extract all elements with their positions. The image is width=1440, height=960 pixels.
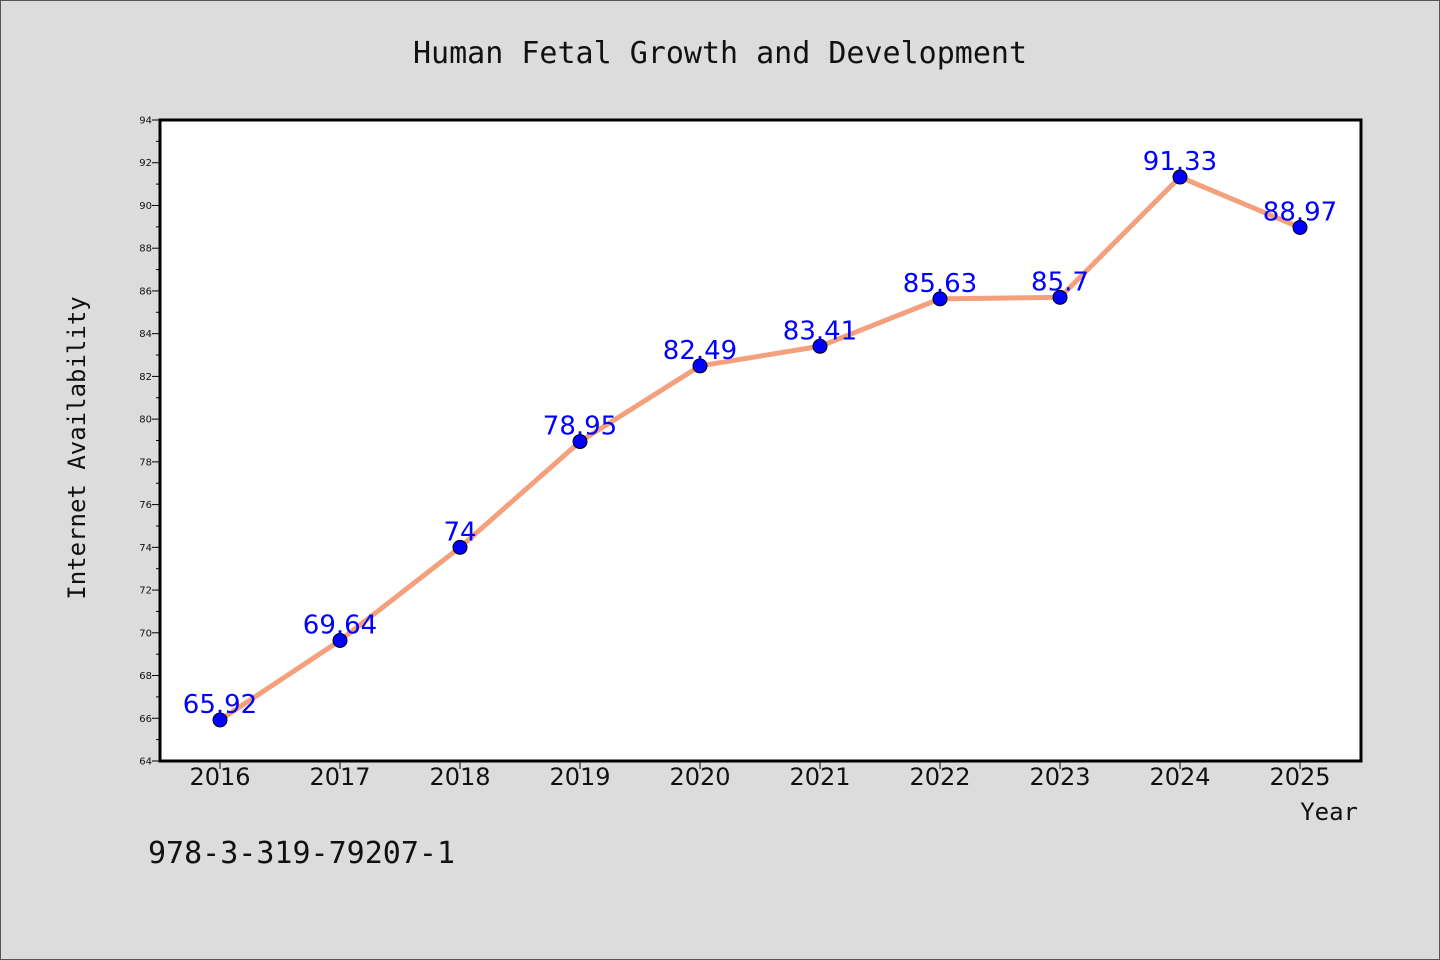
x-tick-label: 2018	[429, 763, 490, 791]
data-labels: 65.92 69.64 74 78.95 82.49 83.41 85.63 85.7 91.3…	[183, 147, 1337, 720]
y-tick-label: 70	[139, 628, 152, 639]
y-tick-label: 78	[139, 457, 152, 468]
x-tick-label: 2020	[669, 763, 730, 791]
data-point	[452, 539, 468, 555]
y-axis-ticks: 64 66 68 70 72 74 76 78 80 82 84 86 88 90 92 94	[139, 116, 160, 768]
y-tick-label: 66	[139, 714, 152, 725]
y-tick-label: 72	[139, 586, 152, 597]
y-tick-label: 90	[139, 201, 152, 212]
footer-isbn: 978-3-319-79207-1	[148, 836, 455, 871]
data-point	[1172, 169, 1188, 185]
x-tick-label: 2024	[1149, 763, 1210, 791]
y-tick-label: 74	[139, 543, 152, 554]
x-axis-label: Year	[1300, 798, 1358, 826]
x-tick-label: 2025	[1269, 763, 1330, 791]
y-tick-label: 68	[139, 671, 152, 682]
data-label: 78.95	[543, 412, 617, 442]
y-tick-label: 64	[139, 757, 152, 768]
data-point	[572, 434, 588, 450]
chart-title: Human Fetal Growth and Development	[413, 36, 1027, 71]
x-axis-ticks: 2016 2017 2018 2019 2020 2021 2022 2023 2024 2025	[189, 761, 1331, 791]
plot-area	[158, 118, 1363, 763]
y-tick-label: 92	[139, 158, 152, 169]
x-tick-label: 2023	[1029, 763, 1090, 791]
y-tick-label: 84	[139, 329, 152, 340]
y-tick-label: 76	[139, 500, 152, 511]
x-tick-label: 2019	[549, 763, 610, 791]
data-point	[1052, 289, 1068, 305]
data-label: 69.64	[303, 610, 377, 640]
data-label: 82.49	[663, 336, 737, 366]
y-tick-label: 82	[139, 372, 152, 383]
data-point	[932, 291, 948, 307]
data-label: 65.92	[183, 690, 257, 720]
y-tick-label: 88	[139, 244, 152, 255]
data-label: 88.97	[1263, 197, 1337, 227]
y-axis-label: Internet Availability	[63, 296, 91, 599]
data-point	[212, 712, 228, 728]
data-label: 91.33	[1143, 147, 1217, 177]
data-point	[1292, 219, 1308, 235]
y-tick-label: 86	[139, 286, 152, 297]
series-line	[217, 174, 1303, 723]
x-tick-label: 2021	[789, 763, 850, 791]
data-label: 83.41	[783, 316, 857, 346]
x-tick-label: 2022	[909, 763, 970, 791]
data-point	[812, 338, 828, 354]
y-tick-label: 80	[139, 415, 152, 426]
y-tick-label: 94	[139, 116, 152, 127]
x-tick-label: 2017	[309, 763, 370, 791]
data-label: 74	[443, 517, 476, 547]
data-point	[332, 632, 348, 648]
data-markers	[212, 169, 1308, 728]
data-label: 85.63	[903, 269, 977, 299]
x-tick-label: 2016	[189, 763, 250, 791]
data-point	[692, 358, 708, 374]
data-label: 85.7	[1031, 267, 1089, 297]
